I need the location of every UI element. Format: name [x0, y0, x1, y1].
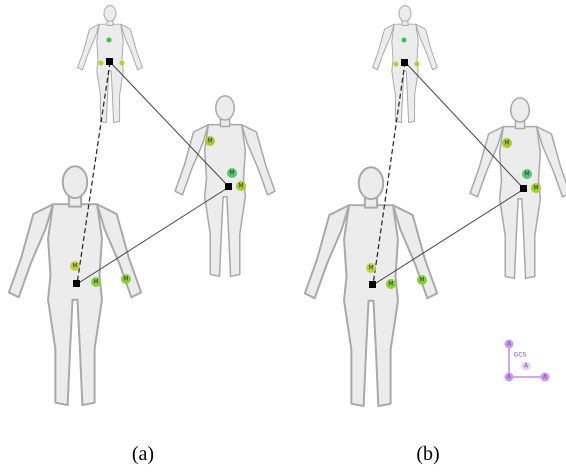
marker-label: M — [419, 277, 424, 284]
dot — [394, 62, 399, 67]
marker-label: M — [229, 170, 234, 177]
marker-label: M — [524, 171, 529, 178]
marker-label: M — [207, 138, 212, 145]
dot — [120, 61, 125, 66]
marker-label: M — [72, 263, 77, 270]
panel-a: M M M M M M (a) — [9, 6, 275, 465]
marker-label: M — [123, 276, 128, 283]
dot — [415, 62, 420, 67]
caption: (b) — [416, 443, 439, 465]
figure: M M M M M M (a) M M M M M M — [0, 0, 566, 473]
gcs-label: GCS — [514, 352, 527, 359]
marker-label: M — [533, 185, 538, 192]
link — [405, 62, 524, 189]
node — [401, 59, 408, 66]
dot — [107, 38, 112, 43]
marker-label: M — [368, 265, 373, 272]
node — [369, 281, 376, 288]
marker-label: M — [93, 279, 98, 286]
marker-label: M — [238, 183, 243, 190]
panel-b: M M M M M M GCS A A A A (b) — [305, 6, 566, 465]
marker-label: M — [388, 281, 393, 288]
gcs-glyph: GCS A A A A — [505, 340, 550, 382]
human-right — [470, 98, 566, 278]
node — [225, 183, 232, 190]
marker-label: M — [504, 140, 509, 147]
dot — [402, 38, 407, 43]
dot — [99, 61, 104, 66]
caption: (a) — [132, 443, 154, 465]
node — [73, 280, 80, 287]
node — [520, 185, 527, 192]
node — [106, 58, 113, 65]
